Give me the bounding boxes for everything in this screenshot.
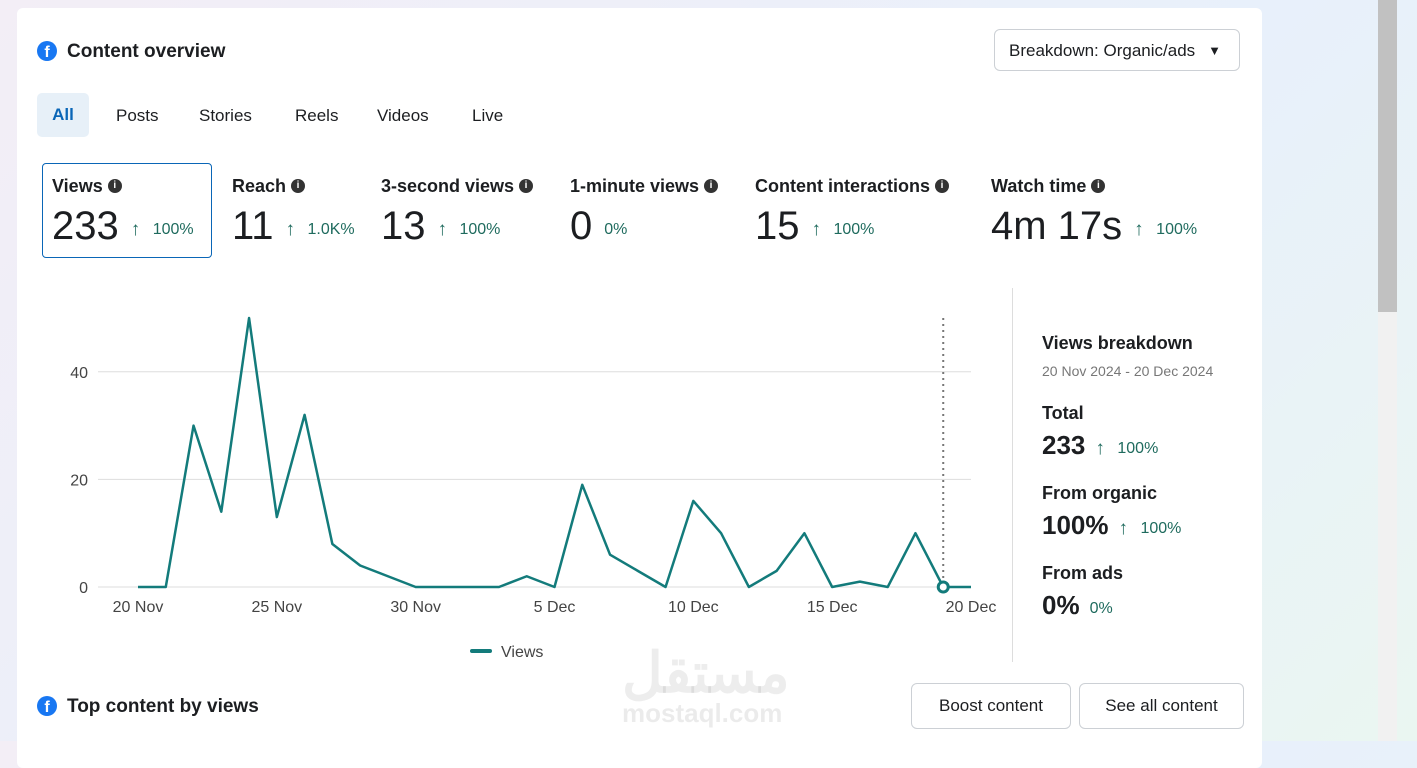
x-tick-label: 5 Dec	[534, 599, 576, 616]
up-arrow: ↑	[1134, 219, 1144, 240]
watermark: مستقل	[622, 641, 790, 704]
legend-label: Views	[501, 644, 543, 661]
metric-name: Content interactions	[755, 176, 931, 196]
breakdown-value: 100%	[1042, 510, 1109, 540]
page: f Content overview Breakdown: Organic/ad…	[0, 0, 1417, 741]
metric-value: 13	[381, 204, 426, 248]
selected-box	[42, 163, 212, 258]
metric-value: 15	[755, 204, 800, 248]
breakdown-value: 0%	[1042, 590, 1080, 620]
change: 0%	[1089, 600, 1113, 617]
section-title: Top content by views	[67, 696, 259, 717]
breakdown-title: Views breakdown	[1042, 333, 1193, 353]
info-icon: i	[107, 179, 122, 193]
tab[interactable]: Live	[472, 106, 504, 125]
x-tick-label: 20 Nov	[113, 599, 164, 616]
line	[138, 316, 971, 589]
change: 100%	[1156, 221, 1198, 238]
tab[interactable]: Reels	[295, 106, 339, 125]
breakdown-label: From ads	[1042, 563, 1124, 583]
metric-value: 11	[232, 204, 274, 248]
info-icon: i	[291, 179, 306, 193]
facebook-icon: f	[37, 41, 57, 61]
up-arrow: ↑	[285, 219, 296, 240]
info-icon: i	[1091, 179, 1106, 193]
metric-value: 4m 17s	[991, 204, 1123, 248]
tab[interactable]: All	[37, 93, 89, 137]
metric-value: 0	[570, 204, 593, 248]
up-arrow: ↑	[437, 219, 447, 240]
hover-marker	[936, 580, 950, 594]
metric-name: 3-second views	[381, 176, 515, 196]
change: 100%	[1140, 520, 1182, 537]
facebook-icon: f	[37, 696, 57, 716]
metric-name: Reach	[232, 176, 287, 196]
tab[interactable]: Posts	[116, 106, 159, 125]
info-icon: i	[935, 179, 949, 193]
chart: 0 20 40 20 Nov 25 Nov 30 Nov 5 Dec 10 Dec 15 Dec…	[70, 316, 997, 661]
card	[17, 8, 1262, 768]
x-tick-label: 30 Nov	[390, 599, 441, 616]
metric-name: Watch time	[991, 176, 1087, 196]
separator	[1012, 288, 1013, 662]
info-icon: i	[519, 179, 534, 193]
info-icon: i	[704, 179, 719, 193]
metric-name: 1-minute views	[570, 176, 700, 196]
breakdown-label: From organic	[1042, 483, 1158, 503]
scrollbar	[1378, 0, 1397, 741]
breakdown-label: Total	[1042, 403, 1084, 423]
tab[interactable]: Videos	[377, 106, 429, 125]
breakdown-value: 233	[1042, 430, 1086, 460]
change: 1.0K%	[307, 221, 355, 238]
y-tick-label: 40	[70, 365, 88, 382]
up-arrow: ↑	[1118, 518, 1128, 539]
scroll-thumb	[1378, 0, 1397, 312]
section-title: Content overview	[67, 41, 226, 62]
caret: ▼	[1208, 43, 1221, 58]
change: 0%	[604, 221, 628, 238]
dropdown-label: Breakdown: Organic/ads	[1009, 41, 1196, 60]
x-tick-label: 25 Nov	[251, 599, 302, 616]
up-arrow: ↑	[130, 219, 141, 240]
metric-value: 233	[52, 204, 119, 248]
y-tick-label: 0	[79, 580, 88, 597]
y-tick-label: 20	[70, 472, 88, 489]
up-arrow: ↑	[1095, 438, 1105, 459]
change: 100%	[152, 221, 194, 238]
tab[interactable]: Stories	[199, 106, 252, 125]
x-tick-label: 20 Dec	[946, 599, 997, 616]
change: 100%	[459, 221, 501, 238]
breakdown-range: 20 Nov 2024 - 20 Dec 2024	[1042, 363, 1214, 379]
change: 100%	[833, 221, 875, 238]
up-arrow: ↑	[811, 219, 821, 240]
breakdown-dropdown[interactable]: Breakdown: Organic/ads ▼	[994, 29, 1240, 71]
metric-name: Views	[52, 176, 103, 196]
button[interactable]: Boost content	[911, 683, 1071, 729]
x-tick-label: 15 Dec	[807, 599, 858, 616]
watermark-url: mostaql.com	[622, 698, 783, 728]
button[interactable]: See all content	[1079, 683, 1244, 729]
x-tick-label: 10 Dec	[668, 599, 719, 616]
change: 100%	[1117, 440, 1159, 457]
